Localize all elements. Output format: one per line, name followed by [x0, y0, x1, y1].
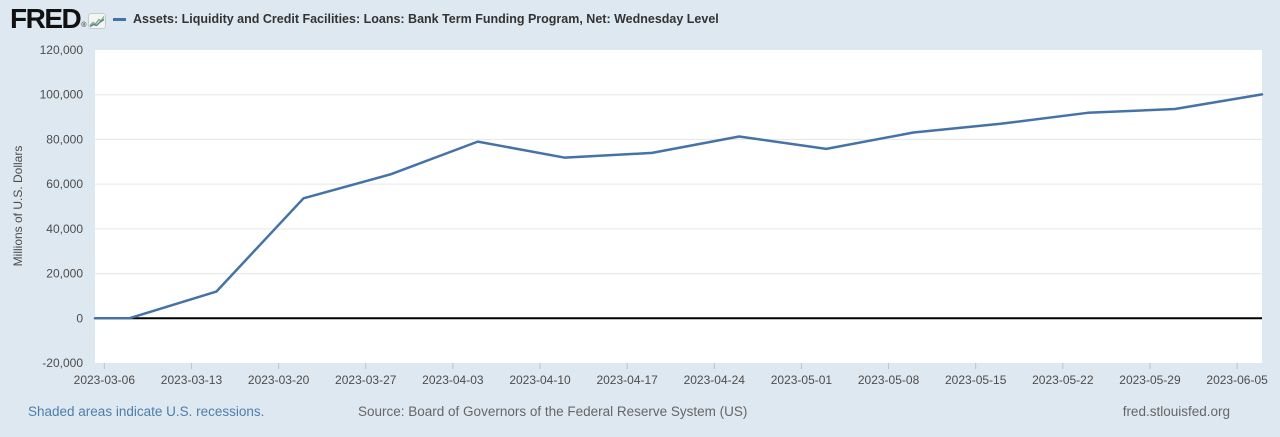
x-tick-label: 2023-05-01: [771, 373, 833, 387]
x-tick-label: 2023-03-27: [335, 373, 397, 387]
site-text: fred.stlouisfed.org: [1122, 404, 1230, 419]
y-tick-label: -20,000: [42, 356, 83, 370]
fred-logo-chart-icon: [88, 13, 107, 29]
chart: 2023-03-06 2023-03-13 2023-03-20 2023-03-27…: [11, 43, 1268, 387]
header: FRED ® Assets: Liquidity and Credit Faci…: [0, 0, 1280, 38]
fred-logo-text: FRED: [10, 3, 82, 34]
y-tick-label: 100,000: [40, 88, 84, 102]
x-tick-label: 2023-03-13: [161, 373, 223, 387]
x-tick-label: 2023-05-08: [858, 373, 920, 387]
y-tick-label: 0: [76, 311, 83, 325]
x-tick-label: 2023-05-15: [945, 373, 1007, 387]
x-tick-label: 2023-05-29: [1119, 373, 1181, 387]
x-tick-label: 2023-03-06: [74, 373, 136, 387]
plot-area[interactable]: [95, 50, 1262, 363]
y-tick-label: 60,000: [46, 177, 83, 191]
x-tick-label: 2023-04-17: [596, 373, 658, 387]
x-tick-label: 2023-06-05: [1206, 373, 1268, 387]
footer: Shaded areas indicate U.S. recessions. S…: [0, 404, 1280, 426]
x-tick-label: 2023-03-20: [248, 373, 310, 387]
y-tick-label: 20,000: [46, 267, 83, 281]
y-tick-label: 120,000: [40, 43, 84, 57]
y-tick-label: 40,000: [46, 222, 83, 236]
recessions-link[interactable]: Shaded areas indicate U.S. recessions.: [28, 404, 265, 419]
fred-logo[interactable]: FRED ®: [10, 3, 107, 34]
series-line: [93, 93, 1264, 320]
registered-trademark-icon: ®: [81, 22, 87, 29]
x-tick-label: 2023-04-03: [422, 373, 484, 387]
x-tick-label: 2023-04-10: [509, 373, 571, 387]
series-title: Assets: Liquidity and Credit Facilities:…: [133, 12, 719, 26]
legend: Assets: Liquidity and Credit Facilities:…: [113, 11, 719, 27]
x-tick-label: 2023-04-24: [684, 373, 746, 387]
legend-line-icon: [113, 17, 126, 21]
y-axis-title: Millions of U.S. Dollars: [11, 146, 25, 267]
y-tick-label: 80,000: [46, 132, 83, 146]
source-text: Source: Board of Governors of the Federa…: [358, 404, 748, 419]
x-tick-label: 2023-05-22: [1032, 373, 1094, 387]
